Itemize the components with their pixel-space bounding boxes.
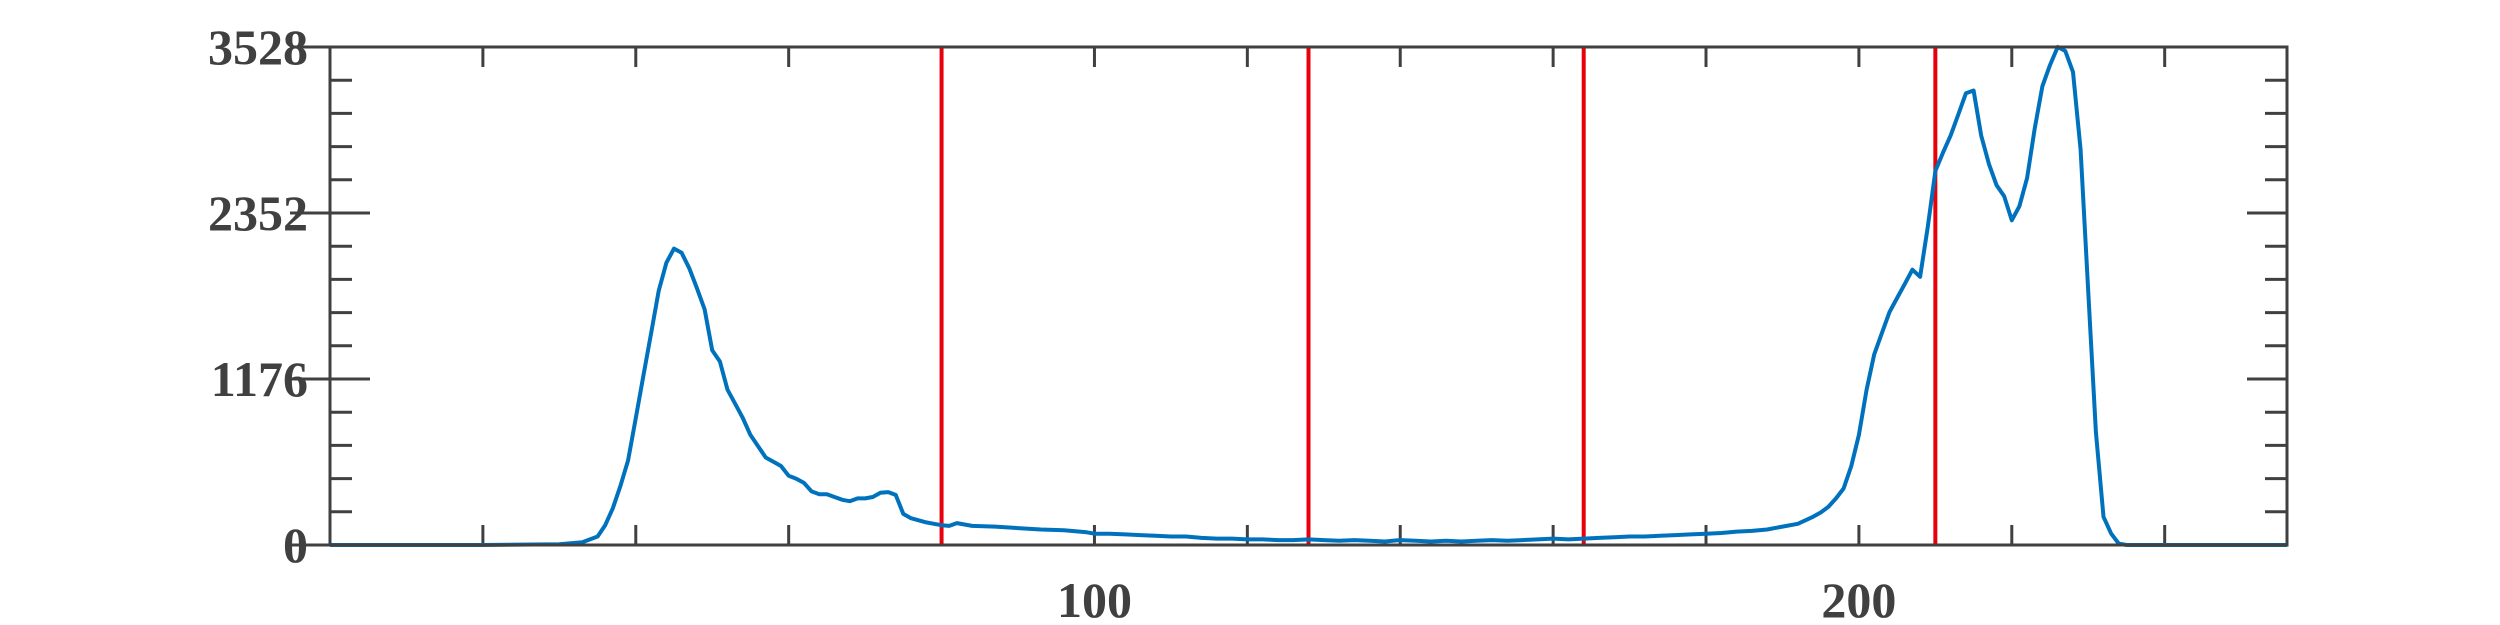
y-tick-label: 1176 — [211, 351, 308, 407]
axes-box — [328, 45, 2289, 547]
y-tick-label: 3528 — [208, 19, 308, 75]
y-tick-label: 2352 — [208, 185, 308, 241]
series-line — [330, 45, 2287, 547]
axis-ticks — [290, 45, 2287, 547]
threshold-lines — [939, 47, 1938, 545]
tick-labels: 0 1176 2352 3528 100 200 — [208, 19, 1896, 625]
x-tick-label: 100 — [1057, 572, 1132, 625]
x-tick-label: 200 — [1821, 572, 1896, 625]
y-tick-label: 0 — [283, 517, 308, 573]
